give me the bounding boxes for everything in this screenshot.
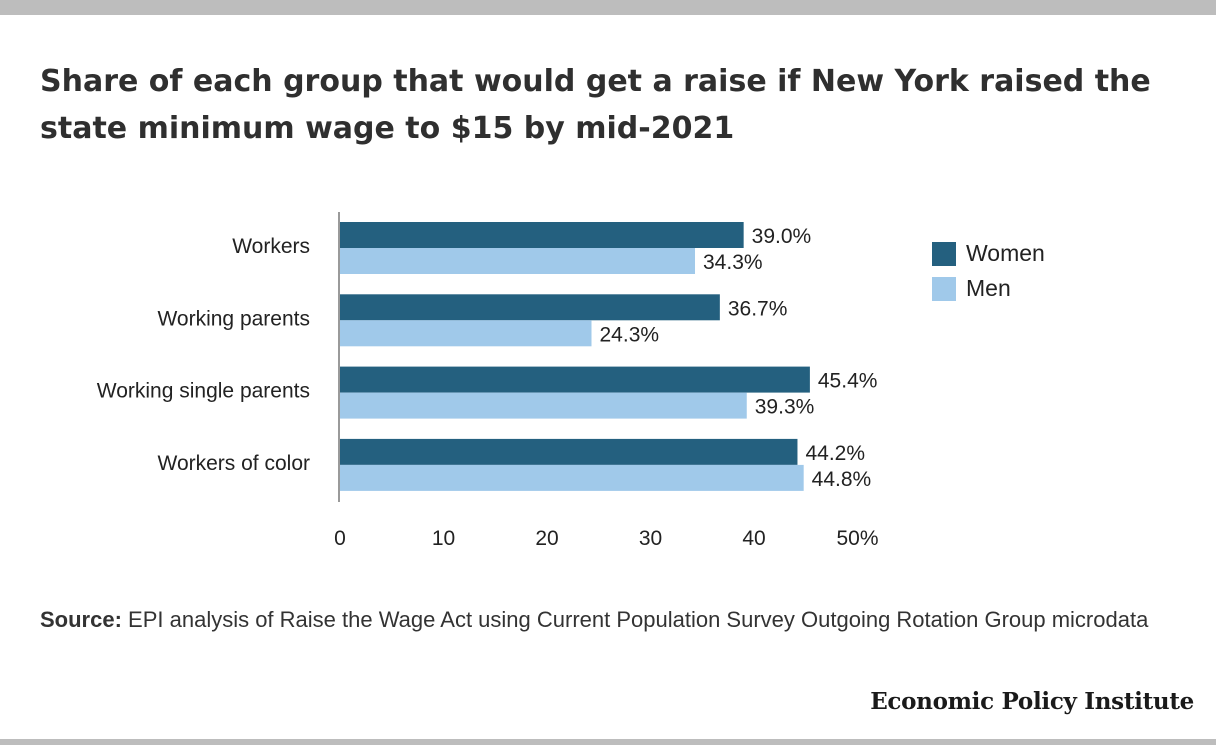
bar-men-workers: [340, 248, 696, 274]
x-tick-label-2: 20: [535, 527, 558, 550]
source-text: EPI analysis of Raise the Wage Act using…: [121, 607, 1149, 632]
legend-swatch-women: [932, 241, 956, 266]
bar-women-workers: [340, 222, 744, 248]
data-label-men-workers: 34.3%: [703, 251, 763, 274]
x-tick-label-5: 50%: [836, 527, 878, 550]
x-tick-label-3: 30: [639, 527, 662, 550]
category-label-working-parents: Working parents: [157, 307, 310, 330]
x-tick-label-4: 40: [742, 527, 765, 550]
bar-women-working-parents: [340, 294, 720, 321]
category-label-working-single-parents: Working single parents: [97, 380, 310, 403]
legend-item-women: Women: [932, 236, 1045, 271]
data-label-women-workers-of-color: 44.2%: [805, 442, 865, 465]
data-label-women-workers: 39.0%: [752, 225, 812, 248]
bar-men-working-parents: [340, 320, 592, 347]
legend: Women Men: [932, 236, 1045, 306]
legend-item-men: Men: [932, 271, 1045, 306]
category-label-workers-of-color: Workers of color: [158, 452, 311, 475]
bar-women-working-single-parents: [340, 366, 810, 393]
data-label-men-workers-of-color: 44.8%: [812, 468, 872, 491]
legend-swatch-men: [932, 276, 956, 301]
bottom-border-bar: [0, 739, 1216, 745]
category-label-workers: Workers: [232, 235, 310, 258]
source-note: Source: EPI analysis of Raise the Wage A…: [40, 604, 1190, 636]
data-label-men-working-parents: 24.3%: [600, 323, 660, 346]
data-label-women-working-single-parents: 45.4%: [818, 370, 878, 393]
epi-logo: Economic Policy Institute: [870, 688, 1194, 715]
top-border-bar: [0, 0, 1216, 15]
x-tick-label-0: 0: [334, 527, 346, 550]
x-tick-label-1: 10: [432, 527, 455, 550]
source-label: Source:: [40, 607, 122, 632]
data-label-women-working-parents: 36.7%: [728, 297, 788, 320]
chart-title: Share of each group that would get a rai…: [40, 64, 1151, 146]
bar-women-workers-of-color: [340, 438, 798, 465]
legend-label-men: Men: [966, 275, 1011, 301]
data-label-men-working-single-parents: 39.3%: [755, 396, 815, 419]
bar-men-workers-of-color: [340, 464, 804, 491]
bar-men-working-single-parents: [340, 392, 747, 419]
legend-label-women: Women: [966, 240, 1045, 266]
